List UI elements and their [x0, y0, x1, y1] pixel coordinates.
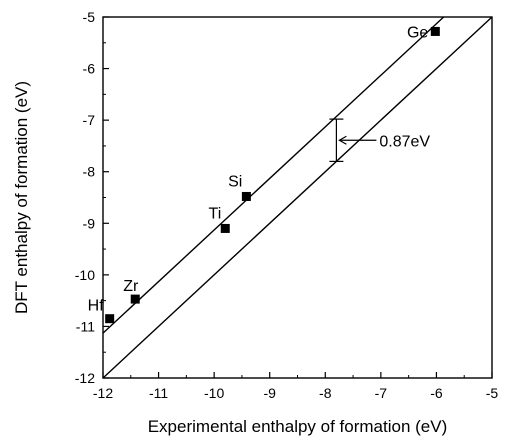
- reference-lines: [102, 16, 493, 379]
- x-tick-label: -12: [93, 385, 113, 401]
- point-label-si: Si: [228, 173, 242, 190]
- reference-line-1: [102, 16, 493, 379]
- data-point-zr: [130, 294, 140, 304]
- offset-annotation: 0.87eV: [329, 118, 430, 162]
- data-points: [105, 26, 440, 324]
- y-tick-label: -11: [76, 318, 95, 334]
- y-tick-label: -6: [83, 61, 96, 77]
- x-tick-label: -10: [204, 385, 224, 401]
- point-labels: Hf Zr Ti Si Ge: [88, 24, 429, 314]
- x-tick-label: -5: [486, 385, 499, 401]
- point-label-zr: Zr: [123, 278, 139, 295]
- y-axis-title: DFT enthalpy of formation (eV): [12, 81, 31, 314]
- y-tick-label: -7: [83, 112, 96, 128]
- x-tick-label: -7: [375, 385, 388, 401]
- data-point-si: [241, 191, 251, 201]
- point-label-hf: Hf: [88, 298, 105, 315]
- x-axis-title: Experimental enthalpy of formation (eV): [148, 417, 448, 436]
- annotation-arrow-head: [338, 135, 347, 145]
- data-point-ge: [430, 26, 440, 36]
- data-point-ti: [220, 223, 230, 233]
- y-tick-label: -12: [75, 370, 95, 386]
- y-axis-ticks: -12 -11 -10 -9 -8 -7 -6 -5: [75, 9, 109, 386]
- annotation-label: 0.87eV: [379, 133, 430, 150]
- y-tick-label: -8: [83, 164, 96, 180]
- x-axis-ticks: -12 -11 -10 -9 -8 -7 -6 -5: [93, 372, 499, 401]
- x-tick-label: -9: [263, 385, 276, 401]
- x-tick-label: -8: [319, 385, 332, 401]
- point-label-ti: Ti: [209, 205, 222, 222]
- reference-line-2: [102, 16, 445, 334]
- data-point-hf: [105, 314, 115, 324]
- x-tick-label: -11: [149, 385, 168, 401]
- y-tick-label: -10: [75, 267, 95, 283]
- x-tick-label: -6: [430, 385, 443, 401]
- point-label-ge: Ge: [407, 24, 428, 41]
- y-tick-label: -5: [83, 9, 96, 25]
- y-tick-label: -9: [83, 215, 96, 231]
